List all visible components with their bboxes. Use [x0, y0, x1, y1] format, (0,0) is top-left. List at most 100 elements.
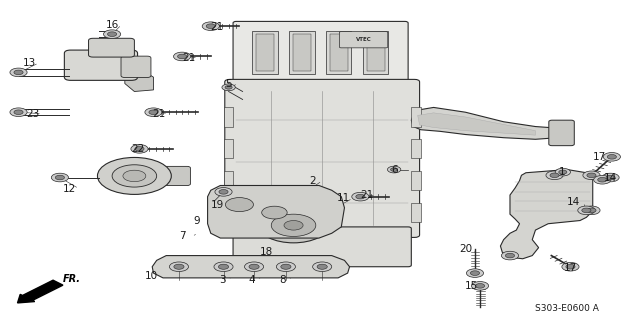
Circle shape — [98, 157, 172, 195]
Text: 15: 15 — [465, 281, 478, 291]
FancyBboxPatch shape — [549, 120, 574, 146]
Text: 8: 8 — [279, 276, 286, 285]
Circle shape — [108, 32, 117, 36]
FancyBboxPatch shape — [339, 32, 388, 48]
Circle shape — [583, 206, 600, 215]
Circle shape — [225, 85, 232, 89]
Text: 19: 19 — [211, 200, 224, 210]
Text: 6: 6 — [391, 164, 397, 174]
Circle shape — [276, 262, 295, 271]
Polygon shape — [500, 170, 593, 259]
Circle shape — [313, 262, 332, 271]
Text: 17: 17 — [564, 263, 577, 273]
Bar — [289, 31, 315, 74]
Bar — [293, 34, 311, 71]
FancyBboxPatch shape — [162, 166, 190, 186]
Polygon shape — [125, 68, 154, 92]
Circle shape — [501, 251, 519, 260]
Circle shape — [131, 145, 148, 153]
Circle shape — [559, 170, 567, 174]
Text: 16: 16 — [105, 20, 119, 29]
Circle shape — [14, 70, 23, 75]
Text: 7: 7 — [179, 231, 186, 242]
Text: 10: 10 — [145, 271, 158, 281]
FancyBboxPatch shape — [121, 56, 151, 77]
Bar — [412, 139, 421, 158]
Circle shape — [56, 175, 64, 180]
Circle shape — [219, 189, 228, 194]
Text: S303-E0600 A: S303-E0600 A — [535, 304, 599, 313]
Text: 2: 2 — [309, 176, 316, 186]
Circle shape — [123, 170, 146, 182]
Circle shape — [170, 262, 188, 271]
Circle shape — [587, 208, 596, 212]
Text: 21: 21 — [360, 190, 373, 200]
Circle shape — [471, 282, 489, 290]
FancyArrow shape — [17, 280, 63, 303]
Circle shape — [606, 175, 615, 180]
Text: 5: 5 — [225, 78, 232, 89]
Bar — [252, 31, 278, 74]
Circle shape — [202, 22, 219, 30]
Bar — [223, 171, 233, 190]
Circle shape — [317, 264, 327, 269]
Circle shape — [387, 166, 401, 173]
Circle shape — [271, 214, 316, 236]
Circle shape — [10, 68, 27, 77]
Circle shape — [578, 206, 595, 215]
Circle shape — [214, 262, 233, 271]
Text: VTEC: VTEC — [356, 37, 371, 42]
Bar — [363, 31, 389, 74]
Circle shape — [145, 108, 162, 116]
Circle shape — [582, 208, 591, 212]
Circle shape — [258, 208, 329, 243]
Circle shape — [594, 175, 611, 184]
Bar — [412, 203, 421, 222]
Circle shape — [51, 173, 68, 182]
Text: 18: 18 — [260, 247, 274, 257]
FancyBboxPatch shape — [225, 79, 420, 237]
Bar — [412, 171, 421, 190]
Polygon shape — [152, 256, 350, 278]
Text: 21: 21 — [152, 109, 165, 119]
Polygon shape — [418, 113, 535, 135]
Circle shape — [356, 194, 365, 199]
Bar — [330, 34, 348, 71]
Circle shape — [607, 155, 616, 159]
Circle shape — [466, 269, 484, 277]
Circle shape — [284, 220, 303, 230]
Circle shape — [244, 262, 263, 271]
Text: 23: 23 — [26, 109, 39, 119]
Circle shape — [604, 153, 620, 161]
Text: 17: 17 — [593, 152, 605, 163]
Circle shape — [222, 84, 235, 91]
Bar — [256, 34, 274, 71]
Circle shape — [249, 264, 259, 269]
Text: FR.: FR. — [63, 274, 81, 284]
Polygon shape — [412, 108, 561, 139]
Circle shape — [598, 178, 607, 182]
Circle shape — [174, 52, 191, 61]
FancyBboxPatch shape — [233, 227, 412, 267]
Circle shape — [149, 110, 158, 115]
Bar — [223, 203, 233, 222]
Circle shape — [177, 54, 187, 59]
Text: 21: 21 — [211, 22, 224, 32]
Circle shape — [225, 197, 253, 212]
Polygon shape — [207, 186, 345, 238]
Circle shape — [352, 192, 369, 201]
Circle shape — [555, 168, 570, 176]
Circle shape — [550, 173, 559, 178]
Circle shape — [587, 173, 596, 178]
Text: 11: 11 — [337, 193, 350, 203]
Circle shape — [475, 284, 485, 288]
Circle shape — [10, 108, 27, 116]
Circle shape — [174, 264, 184, 269]
Text: 22: 22 — [131, 144, 144, 154]
FancyBboxPatch shape — [89, 38, 135, 57]
Bar — [367, 34, 385, 71]
Bar — [223, 108, 233, 126]
Circle shape — [218, 264, 228, 269]
Circle shape — [390, 168, 397, 171]
Circle shape — [583, 171, 600, 180]
